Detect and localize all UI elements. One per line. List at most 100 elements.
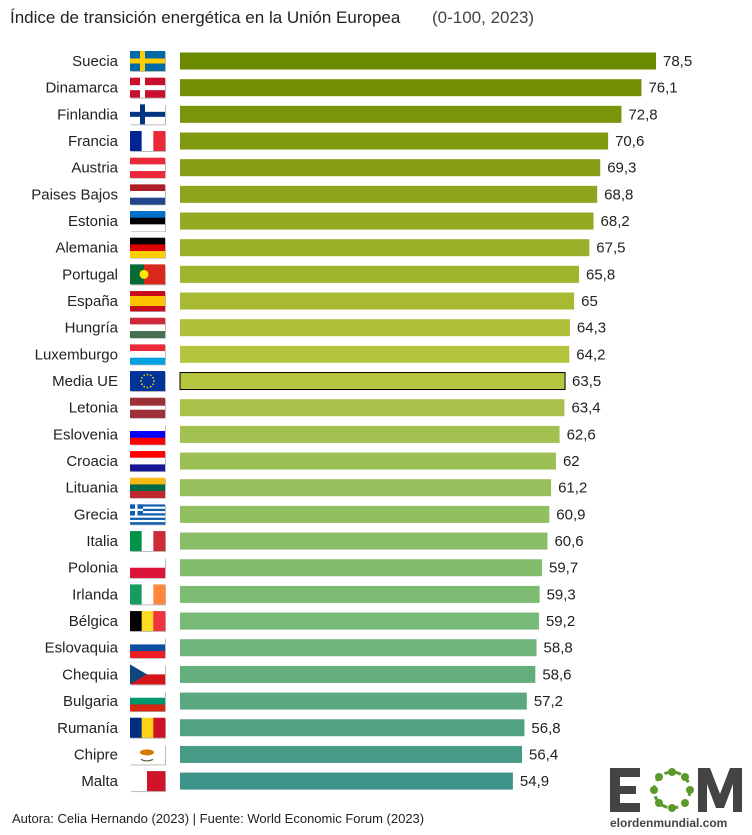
bar: [180, 292, 575, 310]
value-label: 64,2: [576, 346, 605, 363]
value-label: 57,2: [534, 693, 563, 710]
category-label: Irlanda: [72, 586, 119, 603]
bar: [180, 612, 539, 630]
value-label: 64,3: [577, 320, 606, 337]
flag-estonia: [130, 211, 166, 233]
category-label: Bulgaria: [63, 693, 119, 710]
bar: [180, 239, 590, 257]
bar: [180, 585, 540, 603]
category-label: Italia: [86, 533, 118, 550]
category-label: Suecia: [72, 53, 119, 70]
value-label: 70,6: [615, 133, 644, 150]
category-label: Croacia: [66, 453, 118, 470]
value-label: 76,1: [648, 80, 677, 97]
value-label: 58,6: [542, 666, 571, 683]
value-label: 60,6: [554, 533, 583, 550]
flag-portugal: [130, 264, 166, 286]
flag-finlandia: [130, 104, 166, 126]
category-label: Rumanía: [57, 720, 119, 737]
flag-eslovenia: [130, 424, 166, 446]
value-label: 62,6: [567, 426, 596, 443]
flag-italia: [130, 531, 166, 553]
value-label: 68,2: [601, 213, 630, 230]
bar: [180, 159, 601, 177]
category-label: Francia: [68, 133, 119, 150]
logo-url: elordenmundial.com: [610, 816, 728, 830]
bar: [180, 132, 609, 150]
category-label: Portugal: [62, 266, 118, 283]
flag-lituania: [130, 477, 166, 499]
bar: [179, 372, 566, 391]
category-label: Dinamarca: [45, 80, 118, 97]
value-label: 69,3: [607, 160, 636, 177]
value-label: 56,4: [529, 746, 558, 763]
flag-paises-bajos: [130, 184, 166, 206]
bar: [180, 425, 560, 443]
bar: [180, 559, 543, 577]
chart-subtitle: (0-100, 2023): [432, 8, 535, 27]
value-label: 54,9: [520, 773, 549, 790]
bar: [180, 692, 527, 710]
category-label: Lituania: [65, 480, 118, 497]
bar: [180, 319, 570, 337]
bar: [180, 399, 565, 417]
value-label: 61,2: [558, 480, 587, 497]
value-label: 59,7: [549, 560, 578, 577]
eom-logo: [610, 768, 742, 812]
value-label: 59,3: [547, 586, 576, 603]
category-label: Eslovaquia: [45, 640, 119, 657]
category-label: Chipre: [74, 746, 118, 763]
category-label: Polonia: [68, 560, 119, 577]
bar: [180, 745, 522, 763]
value-label: 65,8: [586, 266, 615, 283]
value-label: 67,5: [596, 240, 625, 257]
value-label: 63,4: [571, 400, 600, 417]
bar: [180, 532, 548, 550]
flag-alemania: [130, 237, 166, 259]
category-label: Paises Bajos: [31, 186, 118, 203]
flag-dinamarca: [130, 77, 166, 99]
flag-media-ue: [130, 371, 166, 393]
logo-letter-e: [610, 768, 640, 812]
flag-austria: [130, 157, 166, 179]
bar: [180, 345, 570, 363]
bar: [180, 505, 550, 523]
value-label: 78,5: [663, 53, 692, 70]
category-label: Media UE: [52, 373, 118, 390]
value-label: 68,8: [604, 186, 633, 203]
category-label: Grecia: [74, 506, 119, 523]
flag-letonia: [130, 397, 166, 419]
flag-suecia: [130, 51, 166, 72]
bar: [180, 52, 656, 70]
flag-bélgica: [130, 611, 166, 633]
flag-chipre: [130, 744, 166, 766]
flag-españa: [130, 291, 166, 313]
category-label: Malta: [81, 773, 118, 790]
bar: [180, 772, 513, 790]
category-label: Chequia: [62, 666, 119, 683]
category-label: Eslovenia: [53, 426, 119, 443]
category-label: Bélgica: [69, 613, 119, 630]
flag-hungría: [130, 317, 166, 339]
category-label: Finlandia: [57, 106, 119, 123]
bar: [180, 105, 622, 123]
bar: [180, 479, 552, 497]
value-label: 58,8: [544, 640, 573, 657]
flag-bulgaria: [130, 691, 166, 713]
value-label: 65: [581, 293, 598, 310]
bar: [180, 265, 579, 283]
flag-irlanda: [130, 584, 166, 606]
category-label: España: [67, 293, 119, 310]
flag-grecia: [130, 504, 166, 526]
source-footer: Autora: Celia Hernando (2023) | Fuente: …: [12, 811, 425, 826]
bar: [180, 185, 598, 203]
flag-eslovaquia: [130, 637, 166, 659]
logo-letter-m: [698, 768, 742, 812]
bar-chart: Suecia 78,5 Dinamarca 76,1 Finlandia 72,8 Fran…: [31, 51, 692, 793]
category-label: Alemania: [55, 240, 118, 257]
category-label: Estonia: [68, 213, 119, 230]
value-label: 72,8: [628, 106, 657, 123]
value-label: 59,2: [546, 613, 575, 630]
flag-luxemburgo: [130, 344, 166, 366]
